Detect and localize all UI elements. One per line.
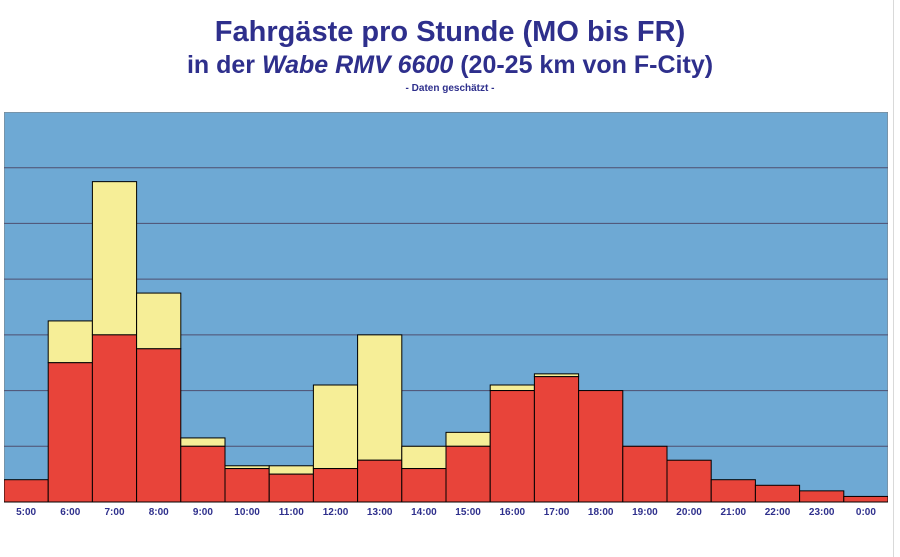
bar-lower-14	[622, 445, 668, 503]
x-tick-label: 12:00	[323, 507, 349, 518]
bar-lower-15	[666, 459, 712, 503]
bar-chart: 5:00 6:00 7:00 8:00 9:00 10:00 11:00 12:00 13:00…	[4, 112, 888, 518]
x-tick-label: 6:00	[60, 507, 80, 518]
x-tick-label: 23:00	[809, 507, 835, 518]
bar-upper-11	[489, 384, 535, 392]
x-tick-label: 0:00	[856, 507, 876, 518]
x-tick-label: 20:00	[676, 507, 702, 518]
x-tick-label: 13:00	[367, 507, 393, 518]
chart-subtitle: - Daten geschätzt -	[405, 83, 495, 94]
bar-lower-2	[91, 334, 138, 503]
bar-upper-1	[47, 320, 93, 364]
x-tick-label: 7:00	[104, 507, 124, 518]
x-tick-label: 18:00	[588, 507, 614, 518]
x-tick-label: 11:00	[279, 507, 304, 518]
bar-lower-19	[843, 495, 888, 503]
bar-upper-10	[445, 431, 491, 447]
bar-lower-16	[710, 479, 756, 503]
bar-lower-1	[47, 362, 93, 503]
bar-lower-17	[754, 484, 801, 503]
bar-lower-11	[489, 390, 535, 503]
bar-upper-3	[136, 292, 182, 350]
bar-lower-13	[578, 390, 624, 503]
chart-title-line2: in der Wabe RMV 6600 (20-25 km von F-Cit…	[0, 50, 900, 80]
x-tick-label: 10:00	[234, 507, 260, 518]
chart-title: Fahrgäste pro Stunde (MO bis FR)	[214, 16, 686, 48]
x-tick-label: 17:00	[544, 507, 570, 518]
bar-upper-6	[268, 465, 314, 475]
bar-upper-8	[357, 334, 403, 461]
bar-lower-12	[533, 376, 580, 503]
title-line2-prefix: in der	[186, 51, 262, 79]
x-tick-label: 22:00	[765, 507, 791, 518]
x-tick-label: 14:00	[411, 507, 437, 518]
bar-upper-2	[91, 181, 138, 336]
title-line2-suffix: (20-25 km von F-City)	[453, 51, 714, 79]
bar-upper-7	[312, 384, 359, 470]
x-tick-label: 5:00	[16, 507, 36, 518]
bar-lower-18	[799, 490, 845, 503]
bar-lower-7	[312, 468, 359, 503]
x-tick-label: 9:00	[193, 507, 213, 518]
page-edge-line	[893, 0, 894, 557]
x-tick-label: 19:00	[632, 507, 658, 518]
bar-upper-4	[180, 437, 226, 447]
x-tick-label: 8:00	[149, 507, 169, 518]
x-tick-label: 15:00	[455, 507, 481, 518]
bar-lower-4	[180, 445, 226, 503]
bar-lower-0	[4, 479, 49, 503]
bar-lower-10	[445, 445, 491, 503]
title-line2-italic: Wabe RMV 6600	[261, 51, 454, 79]
bar-lower-3	[136, 348, 182, 503]
bar-lower-5	[224, 468, 270, 503]
bar-lower-9	[401, 468, 447, 503]
chart-container: 5:00 6:00 7:00 8:00 9:00 10:00 11:00 12:00 13:00…	[4, 112, 888, 522]
chart-title-block: Fahrgäste pro Stunde (MO bis FR) in der …	[0, 14, 900, 96]
bar-lower-6	[268, 473, 314, 503]
x-tick-label: 16:00	[500, 507, 526, 518]
x-tick-label: 21:00	[721, 507, 747, 518]
bar-lower-8	[357, 459, 403, 503]
bar-upper-9	[401, 445, 447, 470]
